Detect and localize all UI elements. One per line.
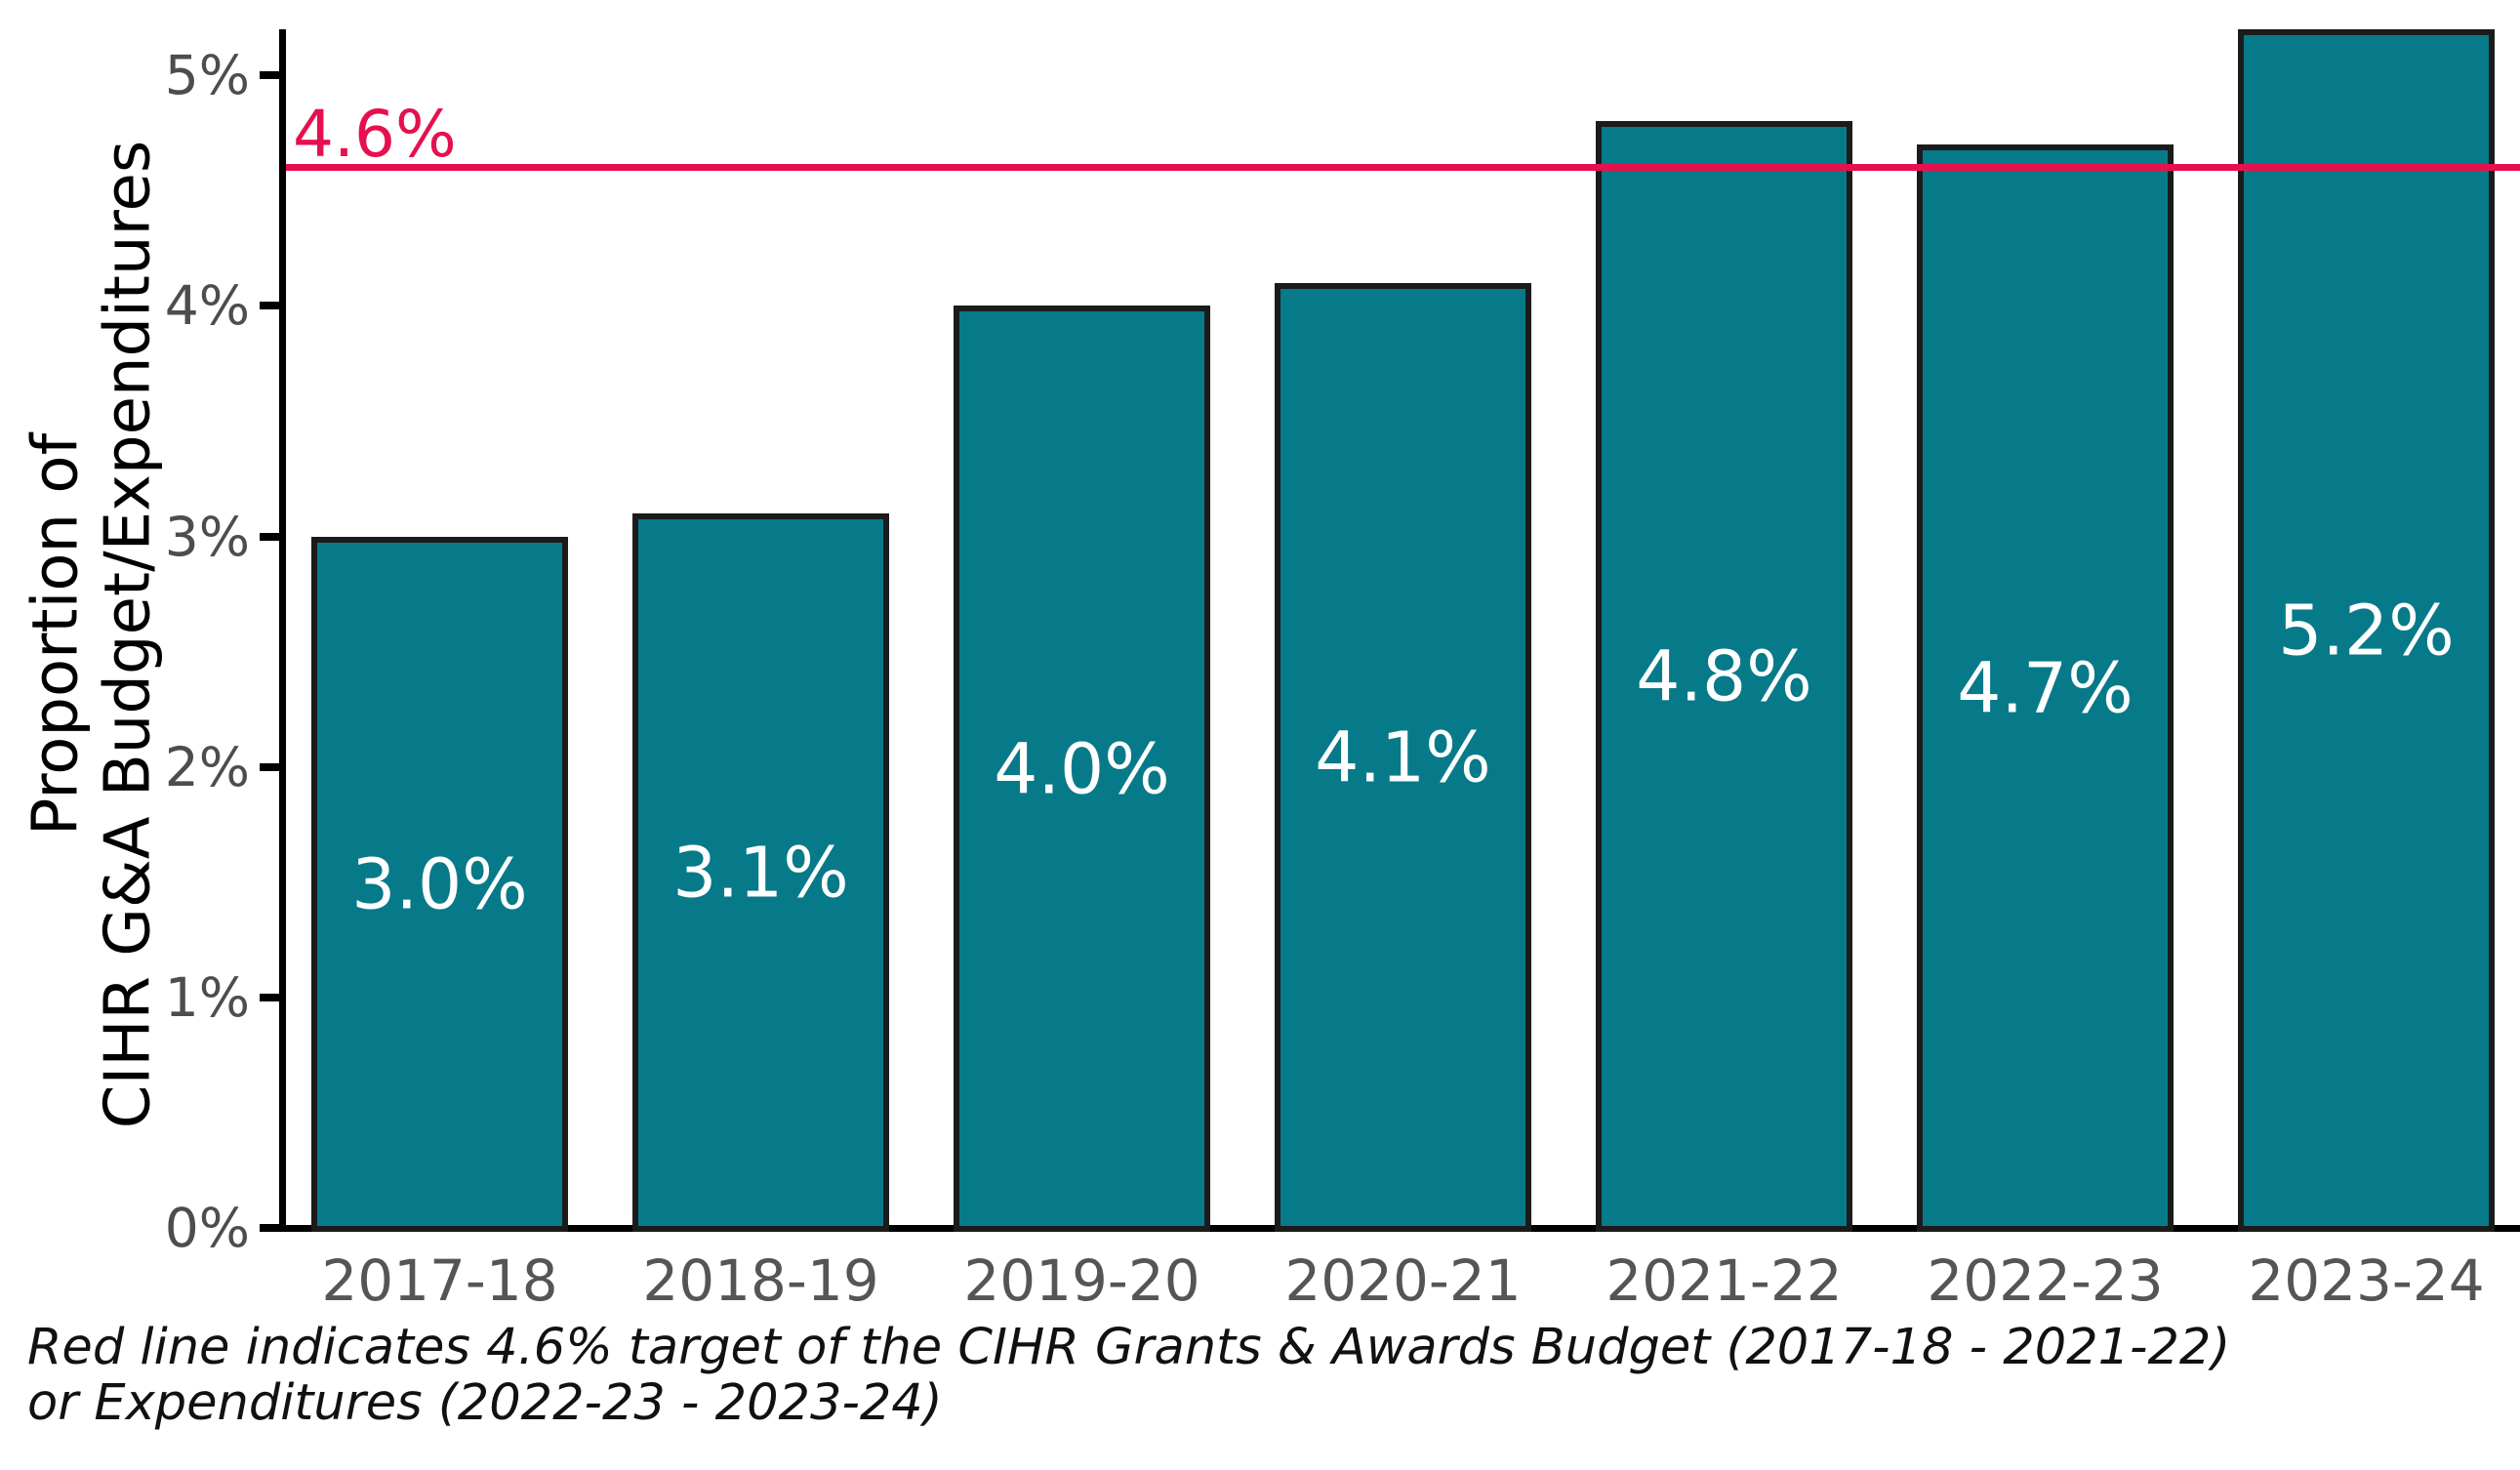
y-tick-label: 5% — [164, 44, 250, 107]
y-tick-mark — [260, 993, 281, 1001]
target-line — [286, 164, 2520, 171]
bar-value-label: 4.8% — [1636, 635, 1812, 717]
y-tick-mark — [260, 1224, 281, 1232]
y-tick-mark — [260, 532, 281, 541]
bar-2023-24: 5.2% — [2238, 29, 2495, 1232]
bar-value-label: 4.1% — [1315, 716, 1491, 798]
bar-value-label: 4.0% — [994, 728, 1170, 810]
x-tick-label: 2021-22 — [1605, 1247, 1843, 1314]
y-tick-mark — [260, 71, 281, 80]
target-line-label: 4.6% — [293, 97, 457, 172]
y-tick-mark — [260, 762, 281, 771]
bar-2017-18: 3.0% — [311, 536, 568, 1232]
bar-2019-20: 4.0% — [954, 306, 1210, 1232]
bar-2022-23: 4.7% — [1917, 144, 2174, 1232]
x-tick-label: 2019-20 — [963, 1247, 1200, 1314]
bar-value-label: 4.7% — [1957, 647, 2134, 729]
bar-value-label: 5.2% — [2278, 590, 2455, 672]
x-tick-label: 2022-23 — [1927, 1247, 2164, 1314]
bar-2020-21: 4.1% — [1275, 282, 1531, 1232]
x-tick-label: 2017-18 — [321, 1247, 558, 1314]
x-tick-label: 2020-21 — [1284, 1247, 1522, 1314]
y-tick-label: 0% — [164, 1197, 250, 1259]
y-tick-mark — [260, 302, 281, 310]
y-tick-label: 4% — [164, 274, 250, 338]
y-axis-spine — [279, 29, 286, 1232]
y-tick-label: 2% — [164, 735, 250, 798]
chart-caption: Red line indicates 4.6% target of the CI… — [27, 1319, 2231, 1433]
bar-2018-19: 3.1% — [632, 512, 889, 1232]
bar-value-label: 3.0% — [351, 843, 528, 925]
x-tick-label: 2018-19 — [642, 1247, 879, 1314]
bar-value-label: 3.1% — [672, 832, 849, 914]
x-tick-label: 2023-24 — [2248, 1247, 2485, 1314]
y-tick-label: 1% — [164, 965, 250, 1029]
y-tick-label: 3% — [164, 505, 250, 568]
bar-2021-22: 4.8% — [1596, 121, 1852, 1232]
